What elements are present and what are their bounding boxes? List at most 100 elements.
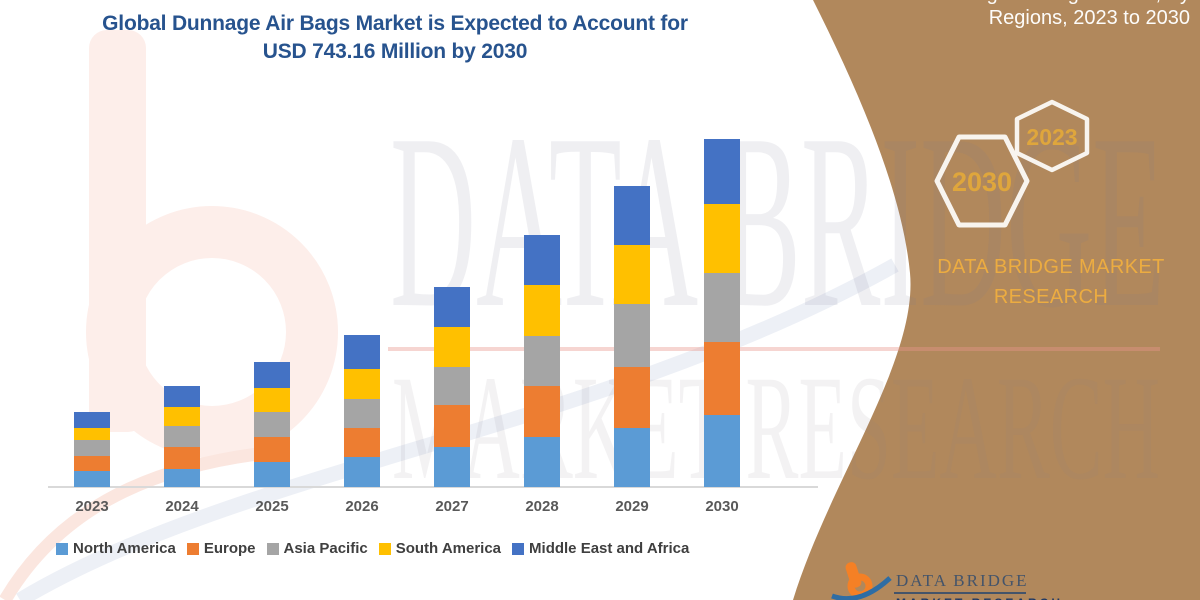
legend-swatch-icon [378, 542, 391, 555]
legend-item-europe: Europe [186, 540, 256, 557]
bar-2029 [614, 185, 650, 487]
legend-label: Europe [203, 540, 256, 557]
data-bridge-logo: DATA BRIDGE MARKET RESEARCH [830, 560, 1160, 600]
x-tick-label-2028: 2028 [525, 498, 559, 515]
panel-heading: Global Dunnage Air Bags Market, By Regio… [864, 0, 1190, 30]
bar-segment-2025-middle-east-and-africa [254, 361, 290, 388]
bar-2025 [254, 361, 290, 487]
logo-divider-line [894, 592, 1026, 594]
watermark-underline [388, 347, 1160, 351]
panel-heading-line: Regions, 2023 to 2030 [988, 7, 1190, 29]
logo-name-text: DATA BRIDGE [896, 571, 1029, 590]
chart-legend: North America Europe Asia Pacific South Ame… [56, 540, 689, 557]
legend-swatch-icon [186, 542, 199, 555]
hexagon-2023 [1014, 99, 1090, 173]
bar-segment-2029-north-america [614, 427, 650, 487]
bar-segment-2028-middle-east-and-africa [524, 235, 560, 286]
legend-item-middle-east-and-africa: Middle East and Africa [512, 540, 689, 557]
legend-item-asia-pacific: Asia Pacific [266, 540, 368, 557]
bar-segment-2029-south-america [614, 245, 650, 304]
bar-segment-2027-middle-east-and-africa [434, 286, 470, 328]
bar-segment-2030-north-america [704, 414, 740, 487]
bar-segment-2030-south-america [704, 204, 740, 274]
bar-segment-2028-asia-pacific [524, 336, 560, 387]
watermark-swoosh-pink [0, 446, 266, 600]
panel-caption: DATA BRIDGE MARKET RESEARCH [920, 252, 1182, 312]
bar-segment-2026-north-america [344, 457, 380, 487]
x-tick-label-2027: 2027 [435, 498, 469, 515]
watermark-b-icon [86, 30, 338, 458]
bar-segment-2030-europe [704, 341, 740, 415]
watermark-data-bridge-text: DATA BRIDGE [390, 83, 1165, 360]
bar-2027 [434, 286, 470, 487]
legend-item-south-america: South America [378, 540, 502, 557]
bar-segment-2023-europe [74, 456, 110, 472]
hexagon-badges: 2030 2023 [934, 99, 1090, 228]
bar-segment-2025-asia-pacific [254, 412, 290, 437]
legend-label: South America [395, 540, 502, 557]
chart-title-line2: USD 743.16 Million by 2030 [262, 40, 528, 63]
bar-segment-2024-middle-east-and-africa [164, 385, 200, 407]
watermark-swoosh-blue [16, 258, 899, 600]
bar-segment-2024-north-america [164, 468, 200, 487]
bar-segment-2025-europe [254, 436, 290, 462]
chart-title-line1: Global Dunnage Air Bags Market is Expect… [102, 12, 688, 35]
bar-segment-2026-south-america [344, 368, 380, 399]
legend-swatch-icon [56, 542, 68, 555]
panel-heading-partial-line: Global Dunnage Air Bags Market, By [864, 0, 1190, 6]
bar-segment-2028-south-america [524, 285, 560, 337]
bar-segment-2026-asia-pacific [344, 398, 380, 428]
bar-segment-2029-asia-pacific [614, 303, 650, 368]
x-tick-label-2026: 2026 [345, 498, 379, 515]
bar-segment-2026-middle-east-and-africa [344, 335, 380, 369]
x-tick-label-2029: 2029 [615, 498, 649, 515]
bar-segment-2027-north-america [434, 447, 470, 487]
bar-segment-2028-europe [524, 386, 560, 437]
bar-segment-2023-middle-east-and-africa [74, 412, 110, 428]
bar-segment-2023-south-america [74, 427, 110, 441]
x-tick-label-2025: 2025 [255, 498, 289, 515]
bar-segment-2025-north-america [254, 461, 290, 487]
bar-2030 [704, 139, 740, 487]
x-tick-label-2024: 2024 [165, 498, 199, 515]
legend-label: North America [73, 540, 176, 557]
bar-segment-2025-south-america [254, 387, 290, 413]
bar-segment-2029-middle-east-and-africa [614, 185, 650, 246]
bar-segment-2024-south-america [164, 406, 200, 427]
watermark-market-research-text: MARKET RESEARCH [392, 345, 1160, 511]
legend-label: Asia Pacific [283, 540, 368, 557]
hexagon-2023-label: 2023 [1026, 124, 1077, 150]
bar-segment-2030-asia-pacific [704, 273, 740, 342]
legend-swatch-icon [266, 542, 279, 555]
bar-segment-2028-north-america [524, 436, 560, 487]
legend-swatch-icon [512, 542, 525, 555]
data-bridge-b-icon [831, 562, 892, 600]
bar-segment-2026-europe [344, 427, 380, 458]
bar-2026 [344, 335, 380, 487]
bar-2024 [164, 385, 200, 487]
bar-segment-2024-europe [164, 447, 200, 469]
panel-caption-line1: DATA BRIDGE MARKET [937, 256, 1165, 278]
bar-segment-2023-north-america [74, 471, 110, 487]
logo-subtitle-text: MARKET RESEARCH [896, 596, 1063, 600]
x-axis-line [48, 486, 818, 488]
hexagon-2030-label: 2030 [952, 167, 1012, 197]
x-tick-label-2030: 2030 [705, 498, 739, 515]
bar-segment-2029-europe [614, 367, 650, 428]
bar-segment-2024-asia-pacific [164, 426, 200, 448]
bar-segment-2030-middle-east-and-africa [704, 139, 740, 205]
chart-title: Global Dunnage Air Bags Market is Expect… [0, 10, 790, 66]
bar-segment-2023-asia-pacific [74, 440, 110, 457]
bar-segment-2027-europe [434, 404, 470, 448]
side-panel-background [793, 0, 1200, 600]
bar-2023 [74, 412, 110, 487]
hexagon-2030 [934, 134, 1030, 228]
bar-2028 [524, 235, 560, 487]
legend-label: Middle East and Africa [529, 540, 690, 557]
panel-caption-line2: RESEARCH [993, 286, 1109, 308]
legend-item-north-america: North America [56, 540, 176, 557]
bar-segment-2027-south-america [434, 327, 470, 367]
